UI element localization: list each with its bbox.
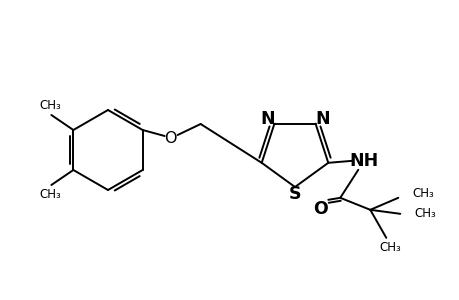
Text: O: O xyxy=(312,200,327,218)
Text: NH: NH xyxy=(349,152,378,170)
Text: CH₃: CH₃ xyxy=(379,241,400,254)
Text: CH₃: CH₃ xyxy=(39,188,61,202)
Text: S: S xyxy=(288,185,301,203)
Text: N: N xyxy=(259,110,274,128)
Text: N: N xyxy=(314,110,329,128)
Text: CH₃: CH₃ xyxy=(411,187,433,200)
Text: CH₃: CH₃ xyxy=(414,207,435,220)
Text: O: O xyxy=(164,130,177,146)
Text: CH₃: CH₃ xyxy=(39,98,61,112)
